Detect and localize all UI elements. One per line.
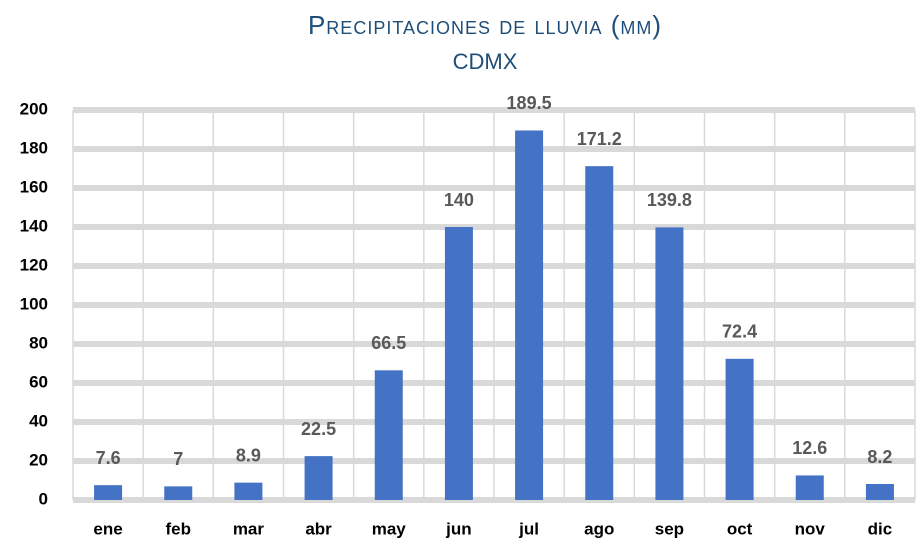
y-tick-label: 180 (20, 138, 48, 157)
data-label: 22.5 (301, 419, 336, 439)
x-tick-label: dic (868, 519, 893, 538)
bar (234, 482, 263, 500)
x-tick-label: ago (584, 519, 614, 538)
chart-title: Precipitaciones de lluvia (mm) (308, 10, 662, 40)
bar (585, 166, 614, 500)
y-tick-label: 20 (29, 450, 48, 469)
x-tick-label: abr (305, 519, 332, 538)
data-label: 189.5 (507, 93, 552, 113)
bar (515, 130, 544, 500)
y-tick-label: 100 (20, 294, 48, 313)
x-tick-label: feb (166, 519, 192, 538)
bar (865, 484, 894, 500)
x-tick-label: nov (795, 519, 826, 538)
bar (655, 227, 684, 500)
bar (374, 370, 403, 500)
y-tick-label: 40 (29, 411, 48, 430)
data-label: 140 (444, 190, 474, 210)
data-label: 66.5 (371, 333, 406, 353)
bar (444, 227, 473, 500)
x-tick-label: mar (233, 519, 265, 538)
x-tick-label: jun (445, 519, 472, 538)
y-tick-label: 60 (29, 372, 48, 391)
bar (795, 475, 824, 500)
y-tick-label: 200 (20, 99, 48, 118)
bar (164, 486, 193, 500)
bar (304, 456, 333, 500)
y-tick-label: 140 (20, 216, 48, 235)
x-tick-label: jul (518, 519, 539, 538)
data-label: 171.2 (577, 129, 622, 149)
data-label: 139.8 (647, 190, 692, 210)
data-label: 8.9 (236, 445, 261, 465)
chart-subtitle: CDMX (453, 49, 518, 74)
y-tick-label: 80 (29, 333, 48, 352)
x-tick-label: oct (727, 519, 753, 538)
y-tick-label: 0 (39, 489, 48, 508)
y-tick-label: 160 (20, 177, 48, 196)
data-label: 8.2 (867, 447, 892, 467)
x-tick-label: sep (655, 519, 684, 538)
y-tick-label: 120 (20, 255, 48, 274)
data-label: 72.4 (722, 322, 757, 342)
data-label: 7 (173, 449, 183, 469)
x-tick-label: may (372, 519, 407, 538)
bar (725, 358, 754, 500)
data-label: 12.6 (792, 438, 827, 458)
bar (94, 485, 123, 500)
x-tick-label: ene (93, 519, 122, 538)
data-label: 7.6 (96, 448, 121, 468)
